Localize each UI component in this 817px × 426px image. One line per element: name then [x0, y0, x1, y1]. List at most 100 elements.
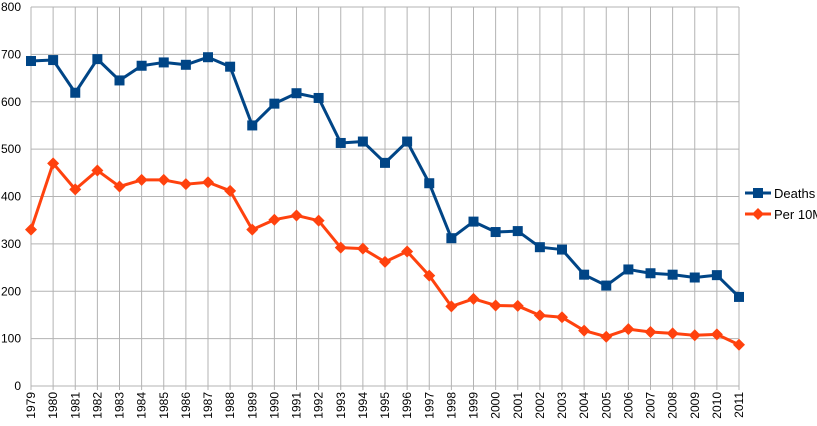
data-point — [645, 268, 656, 279]
x-tick-label: 1982 — [90, 392, 104, 419]
data-point — [534, 242, 545, 253]
x-tick-label: 1998 — [444, 392, 458, 419]
x-tick-label: 1992 — [312, 392, 326, 419]
data-point — [511, 299, 524, 312]
x-tick-label: 2008 — [666, 392, 680, 419]
y-tick-label: 500 — [1, 142, 21, 156]
data-point — [92, 54, 103, 65]
x-tick-label: 1995 — [378, 392, 392, 419]
y-tick-label: 800 — [1, 0, 21, 14]
data-point — [644, 325, 657, 338]
x-tick-label: 1988 — [223, 392, 237, 419]
data-point — [622, 323, 635, 336]
data-point — [401, 245, 414, 258]
data-point — [114, 75, 125, 86]
x-tick-label: 1985 — [157, 392, 171, 419]
data-point — [70, 87, 81, 98]
data-point — [312, 214, 325, 227]
data-point — [557, 244, 567, 255]
x-tick-label: 1994 — [356, 392, 370, 419]
data-point — [356, 242, 369, 255]
data-point — [335, 137, 346, 148]
x-tick-label: 1986 — [179, 392, 193, 419]
y-tick-label: 600 — [1, 95, 21, 109]
data-point — [380, 157, 390, 168]
data-point — [579, 269, 590, 280]
data-point — [269, 98, 280, 109]
x-tick-label: 1999 — [467, 392, 481, 419]
data-point — [734, 291, 744, 302]
x-tick-label: 2011 — [732, 392, 746, 418]
data-point — [47, 157, 60, 170]
data-point — [710, 328, 723, 341]
y-tick-label: 700 — [1, 47, 21, 61]
data-point — [69, 183, 82, 196]
data-point — [533, 309, 546, 322]
data-point — [379, 255, 391, 268]
data-point — [446, 233, 457, 244]
data-point — [489, 299, 502, 312]
legend-item: Per 10M — [745, 207, 817, 222]
x-tick-label: 1996 — [400, 392, 414, 419]
data-point — [313, 92, 324, 103]
data-point — [689, 272, 700, 283]
x-tick-label: 2002 — [533, 392, 547, 419]
x-tick-label: 1997 — [422, 392, 436, 419]
data-point — [291, 88, 302, 99]
data-point — [688, 329, 701, 342]
data-point — [48, 55, 59, 66]
data-point — [711, 270, 722, 281]
data-point — [357, 136, 368, 147]
y-tick-label: 300 — [1, 237, 21, 251]
data-point — [246, 223, 259, 236]
data-point — [290, 209, 303, 222]
x-tick-label: 2005 — [599, 392, 613, 419]
data-point — [623, 264, 634, 275]
legend-label: Deaths — [774, 186, 816, 201]
y-tick-label: 400 — [1, 190, 21, 204]
series-group — [25, 52, 745, 351]
x-tick-label: 1979 — [24, 392, 38, 419]
x-tick-label: 2004 — [577, 392, 591, 419]
data-point — [25, 223, 37, 236]
y-tick-label: 200 — [1, 284, 21, 298]
data-point — [601, 280, 612, 291]
x-tick-label: 2010 — [710, 392, 724, 419]
data-point — [26, 56, 36, 67]
x-tick-label: 1990 — [267, 392, 281, 419]
series-per-10m — [25, 157, 745, 351]
x-tick-label: 2003 — [555, 392, 569, 419]
data-point — [157, 173, 170, 186]
data-point — [135, 173, 148, 186]
data-point — [424, 178, 435, 189]
data-point — [666, 327, 679, 340]
data-point — [180, 59, 191, 70]
x-tick-label: 1989 — [245, 392, 259, 419]
legend-label: Per 10M — [774, 207, 817, 222]
data-point — [512, 226, 523, 237]
x-tick-label: 2007 — [644, 392, 658, 419]
data-point — [667, 269, 678, 280]
x-tick-label: 2001 — [511, 392, 525, 419]
legend: Deaths Per 10M — [745, 186, 817, 222]
x-tick-label: 2006 — [621, 392, 635, 419]
data-point — [203, 52, 213, 63]
data-point — [423, 269, 436, 282]
x-tick-label: 1991 — [290, 392, 304, 419]
data-point — [158, 57, 169, 68]
y-axis-ticks: 0 100 200 300 400 500 600 700 800 — [1, 0, 21, 393]
data-point — [578, 324, 591, 337]
data-point — [179, 178, 192, 191]
data-point — [467, 292, 480, 305]
data-point — [225, 61, 236, 72]
data-point — [733, 338, 745, 351]
x-tick-label: 1980 — [46, 392, 60, 419]
legend-item: Deaths — [745, 186, 816, 201]
data-point — [91, 164, 104, 177]
x-tick-label: 1981 — [68, 392, 82, 419]
x-tick-label: 1983 — [113, 392, 127, 419]
data-point — [468, 216, 479, 227]
x-tick-label: 1993 — [334, 392, 348, 419]
series-deaths — [26, 52, 744, 302]
data-point — [268, 213, 281, 226]
